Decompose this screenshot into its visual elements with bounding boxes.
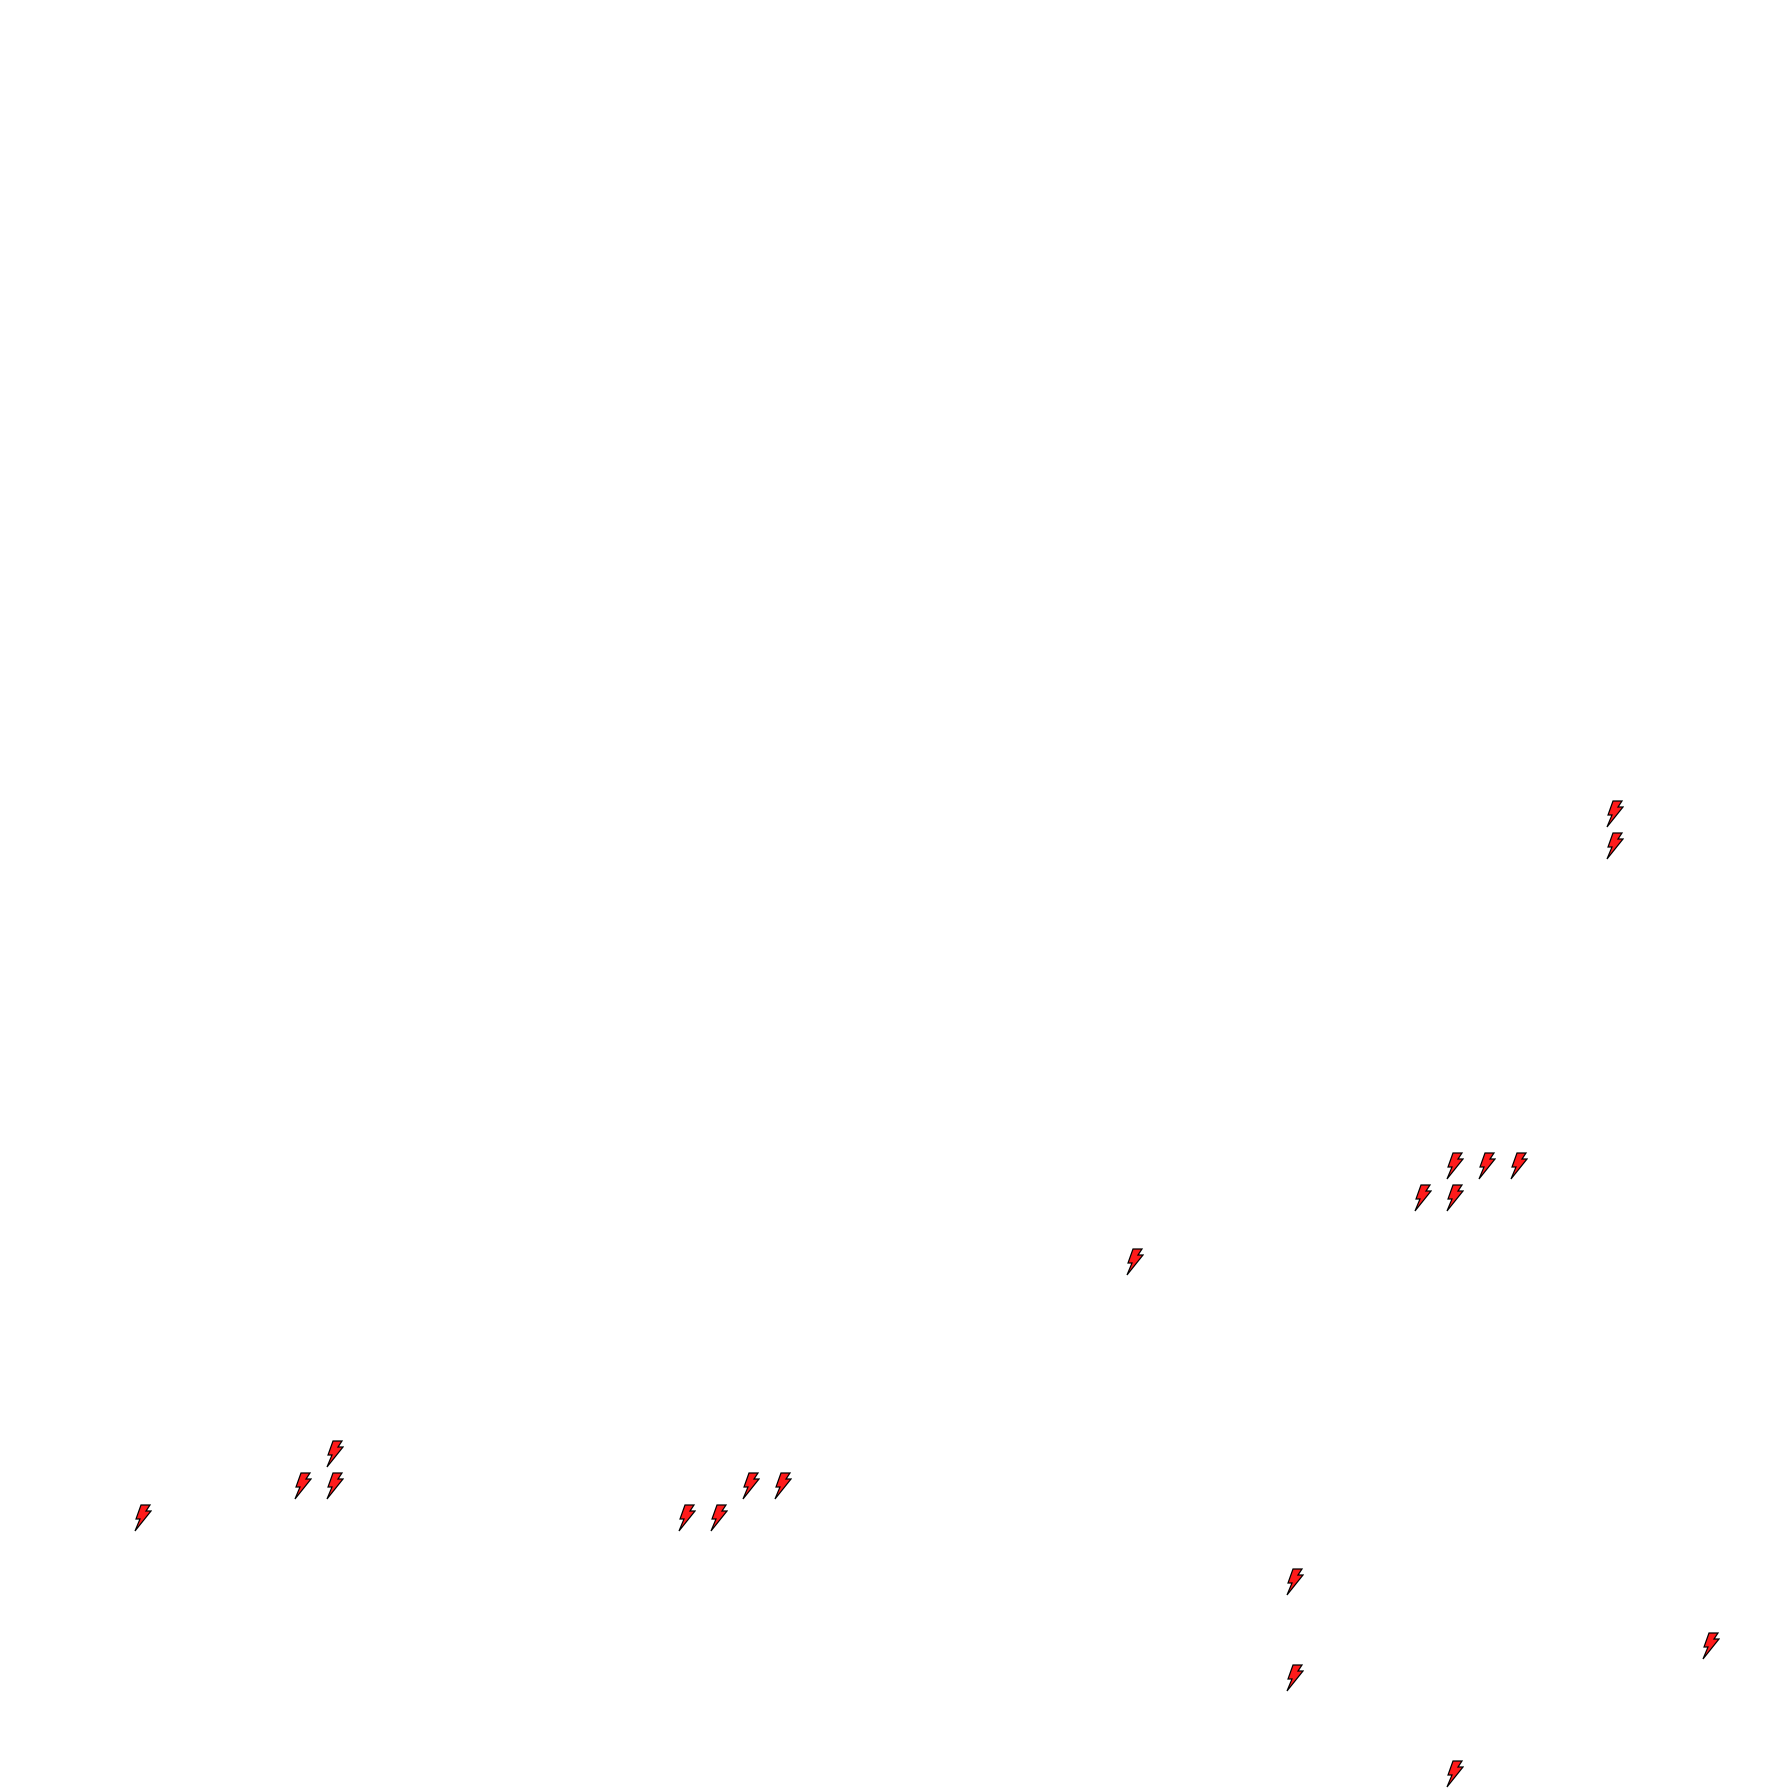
lightning-marker[interactable] [1606, 800, 1624, 828]
lightning-marker[interactable] [1606, 832, 1624, 860]
lightning-bolt-icon [1446, 1184, 1464, 1212]
lightning-bolt-icon [1446, 1760, 1464, 1788]
lightning-marker[interactable] [774, 1472, 792, 1500]
lightning-bolt-icon [1478, 1152, 1496, 1180]
lightning-marker[interactable] [326, 1472, 344, 1500]
lightning-marker[interactable] [326, 1440, 344, 1468]
lightning-marker[interactable] [1478, 1152, 1496, 1180]
lightning-bolt-icon [774, 1472, 792, 1500]
lightning-bolt-icon [294, 1472, 312, 1500]
lightning-marker[interactable] [710, 1504, 728, 1532]
lightning-marker[interactable] [1286, 1568, 1304, 1596]
lightning-marker[interactable] [1446, 1152, 1464, 1180]
lightning-bolt-icon [1606, 832, 1624, 860]
lightning-bolt-icon [678, 1504, 696, 1532]
lightning-bolt-icon [1702, 1632, 1720, 1660]
lightning-bolt-icon [1606, 800, 1624, 828]
lightning-marker[interactable] [1446, 1184, 1464, 1212]
lightning-bolt-icon [1286, 1664, 1304, 1692]
lightning-bolt-icon [1446, 1152, 1464, 1180]
lightning-bolt-icon [134, 1504, 152, 1532]
lightning-marker[interactable] [1126, 1248, 1144, 1276]
lightning-marker[interactable] [294, 1472, 312, 1500]
lightning-marker[interactable] [134, 1504, 152, 1532]
lightning-bolt-icon [742, 1472, 760, 1500]
lightning-marker[interactable] [1414, 1184, 1432, 1212]
lightning-marker[interactable] [742, 1472, 760, 1500]
lightning-marker[interactable] [1286, 1664, 1304, 1692]
lightning-bolt-icon [326, 1440, 344, 1468]
lightning-marker[interactable] [678, 1504, 696, 1532]
lightning-marker[interactable] [1446, 1760, 1464, 1788]
lightning-marker[interactable] [1510, 1152, 1528, 1180]
lightning-bolt-icon [1126, 1248, 1144, 1276]
lightning-bolt-icon [1286, 1568, 1304, 1596]
lightning-bolt-icon [1414, 1184, 1432, 1212]
lightning-bolt-icon [1510, 1152, 1528, 1180]
lightning-bolt-icon [326, 1472, 344, 1500]
lightning-marker[interactable] [1702, 1632, 1720, 1660]
lightning-bolt-icon [710, 1504, 728, 1532]
